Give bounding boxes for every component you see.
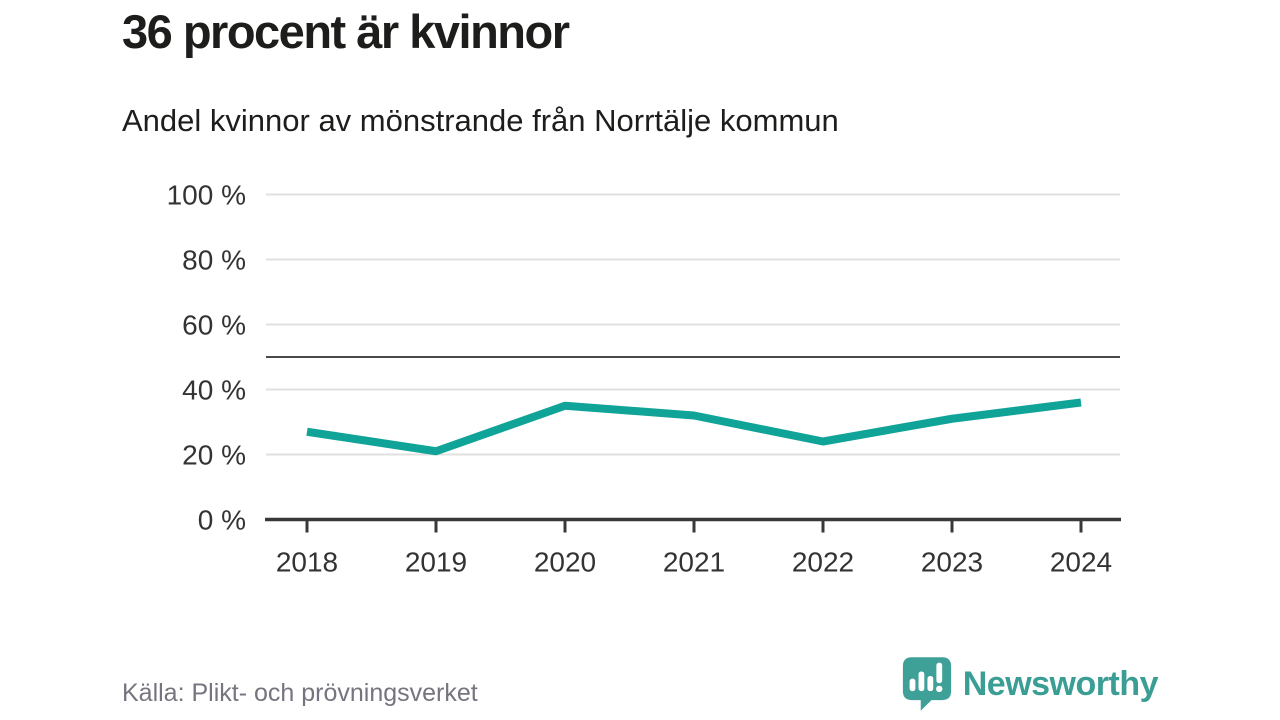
svg-text:40 %: 40 % [182,375,246,406]
brand-name: Newsworthy [962,664,1159,703]
bar-chart-bubble-icon [902,657,951,711]
chart-footer: Källa: Plikt- och prövningsverket Newswo… [0,656,1280,720]
y-gridlines [266,193,1120,456]
svg-text:2023: 2023 [921,547,983,578]
svg-text:2024: 2024 [1050,547,1112,578]
x-axis-labels: 2018 2019 2020 2021 2022 2023 2024 [276,547,1112,578]
svg-text:2021: 2021 [663,547,725,578]
data-line [306,398,1082,456]
source-note: Källa: Plikt- och prövningsverket [122,679,478,707]
svg-text:0 %: 0 % [198,505,246,536]
newsworthy-logo: Newsworthy [902,656,1159,712]
svg-text:20 %: 20 % [182,440,246,471]
chart-subtitle: Andel kvinnor av mönstrande från Norrtäl… [122,103,839,138]
svg-text:2020: 2020 [534,547,596,578]
svg-text:60 %: 60 % [182,310,246,341]
y-axis-labels: 0 % 20 % 40 % 60 % 80 % 100 % [167,180,246,536]
x-axis-ticks [305,521,1083,533]
svg-text:80 %: 80 % [182,245,246,276]
svg-text:100 %: 100 % [167,180,246,211]
svg-text:2018: 2018 [276,547,338,578]
page-title: 36 procent är kvinnor [122,5,570,58]
svg-text:2019: 2019 [405,547,467,578]
svg-text:2022: 2022 [792,547,854,578]
